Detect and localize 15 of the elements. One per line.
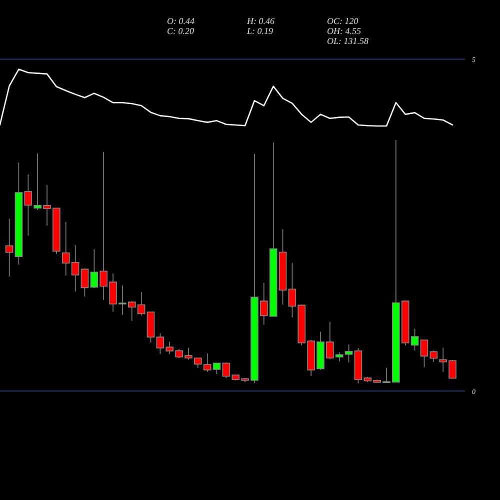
text: O: 0.44 — [167, 16, 195, 26]
candlestick — [278, 228, 287, 305]
candlestick — [420, 339, 428, 368]
candlestick — [80, 268, 89, 297]
candlestick — [430, 350, 438, 362]
text: L: 0.19 — [246, 26, 274, 36]
candlestick — [212, 362, 221, 374]
text: H: 0.46 — [246, 16, 275, 26]
text: C: 0.20 — [167, 26, 194, 36]
candlestick — [5, 218, 14, 277]
text: OC: 120 — [327, 16, 359, 26]
candlestick — [14, 162, 23, 265]
candlestick — [146, 312, 155, 344]
text: OH: 4.55 — [327, 26, 362, 36]
text: OL: 131.58 — [327, 36, 369, 46]
